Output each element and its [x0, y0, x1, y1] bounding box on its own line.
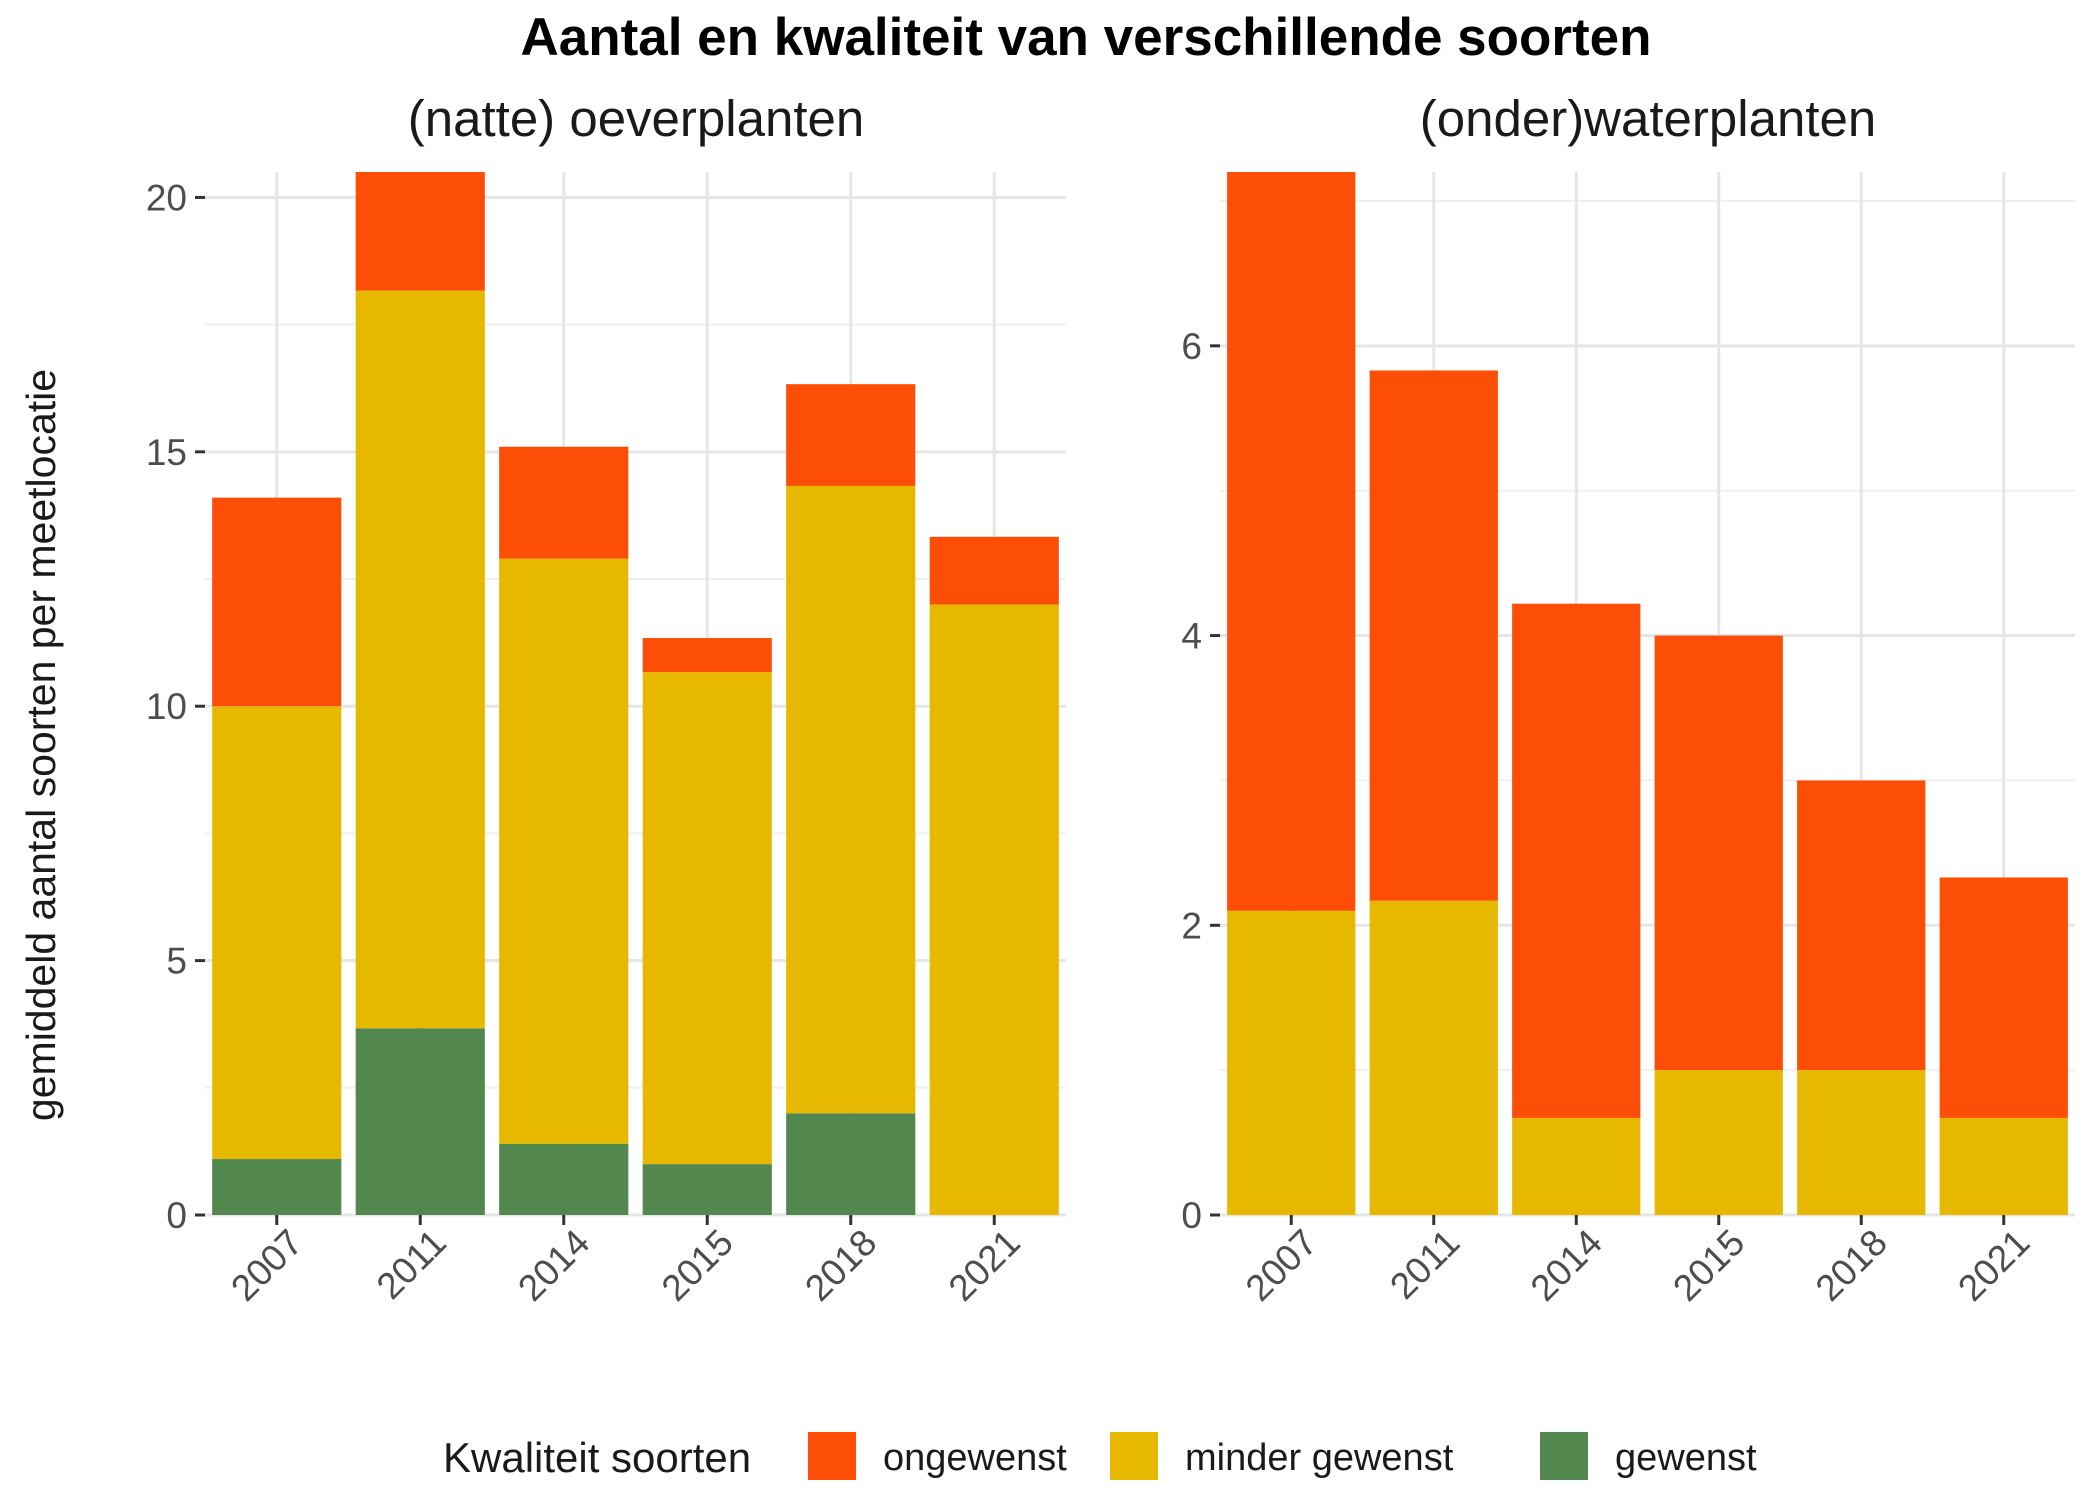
bar-minder-gewenst-2011: [1369, 900, 1498, 1215]
bar-minder-gewenst-2011: [355, 290, 485, 1029]
bar-minder-gewenst-2015: [1654, 1070, 1783, 1215]
y-tick-label: 2: [1181, 905, 1202, 946]
legend-title: Kwaliteit soorten: [443, 1434, 751, 1481]
x-tick-label: 2014: [1523, 1222, 1610, 1309]
y-tick-label: 4: [1181, 616, 1202, 657]
bar-ongewenst-2007: [1227, 172, 1356, 911]
y-tick-label: 6: [1181, 326, 1202, 367]
panel-oeverplanten: (natte) oeverplanten 0 5 10 15 20 2007 2011 2014…: [146, 90, 1066, 1309]
bar-minder-gewenst-2014: [499, 558, 629, 1144]
x-tick-label: 2011: [1382, 1222, 1467, 1307]
bar-minder-gewenst-2021: [1939, 1117, 2068, 1215]
bar-gewenst-2011: [355, 1028, 485, 1215]
y-tick-label: 15: [146, 432, 187, 473]
y-tick-label: 0: [1181, 1195, 1202, 1236]
bar-ongewenst-2015: [642, 638, 772, 673]
bar-gewenst-2007: [212, 1159, 342, 1215]
bar-gewenst-2015: [642, 1164, 772, 1215]
x-tick-label: 2018: [797, 1222, 884, 1309]
x-tick-label: 2015: [654, 1222, 741, 1309]
legend: Kwaliteit soorten ongewenst minder gewens…: [443, 1432, 1757, 1481]
x-tick-label: 2011: [369, 1222, 454, 1307]
bar-ongewenst-2011: [1369, 370, 1498, 901]
y-axis-label: gemiddeld aantal soorten per meetlocatie: [18, 369, 64, 1121]
y-tick-label: 5: [166, 941, 187, 982]
bar-gewenst-2018: [786, 1113, 916, 1215]
panel-subtitle: (natte) oeverplanten: [408, 90, 864, 147]
bar-ongewenst-2015: [1654, 635, 1783, 1071]
bar-ongewenst-2014: [1512, 603, 1641, 1118]
panel-subtitle: (onder)waterplanten: [1420, 90, 1876, 147]
bar-ongewenst-2014: [499, 446, 629, 559]
x-tick-label: 2021: [1950, 1222, 2037, 1309]
legend-label-gewenst: gewenst: [1615, 1437, 1757, 1479]
y-tick-label: 20: [146, 177, 187, 218]
bar-minder-gewenst-2015: [642, 672, 772, 1165]
x-tick-label: 2021: [941, 1222, 1028, 1309]
x-tick-label: 2007: [223, 1222, 310, 1309]
legend-label-ongewenst: ongewenst: [883, 1437, 1067, 1479]
legend-label-minder-gewenst: minder gewenst: [1185, 1437, 1454, 1479]
legend-key-ongewenst: [808, 1432, 856, 1480]
panel-waterplanten: (onder)waterplanten 0 2 4 6 2007 2011 2014 2015 2…: [1181, 90, 2075, 1309]
bar-minder-gewenst-2007: [212, 706, 342, 1160]
bar-ongewenst-2018: [786, 384, 916, 486]
x-tick-label: 2015: [1665, 1222, 1752, 1309]
bar-minder-gewenst-2014: [1512, 1117, 1641, 1215]
bar-ongewenst-2007: [212, 497, 342, 707]
y-tick-label: 0: [166, 1195, 187, 1236]
legend-key-minder-gewenst: [1110, 1432, 1158, 1480]
x-tick-label: 2014: [510, 1222, 597, 1309]
bar-ongewenst-2011: [355, 172, 485, 291]
bar-ongewenst-2018: [1797, 780, 1926, 1071]
legend-key-gewenst: [1540, 1432, 1588, 1480]
bar-minder-gewenst-2018: [1797, 1070, 1926, 1215]
x-tick-label: 2007: [1238, 1222, 1325, 1309]
y-tick-label: 10: [146, 686, 187, 727]
bar-minder-gewenst-2021: [929, 604, 1059, 1215]
bar-minder-gewenst-2007: [1227, 910, 1356, 1215]
bar-minder-gewenst-2018: [786, 485, 916, 1114]
bar-ongewenst-2021: [929, 536, 1059, 605]
chart-title: Aantal en kwaliteit van verschillende so…: [520, 8, 1651, 67]
bar-ongewenst-2021: [1939, 877, 2068, 1118]
bar-gewenst-2014: [499, 1143, 629, 1215]
x-tick-label: 2018: [1808, 1222, 1895, 1309]
